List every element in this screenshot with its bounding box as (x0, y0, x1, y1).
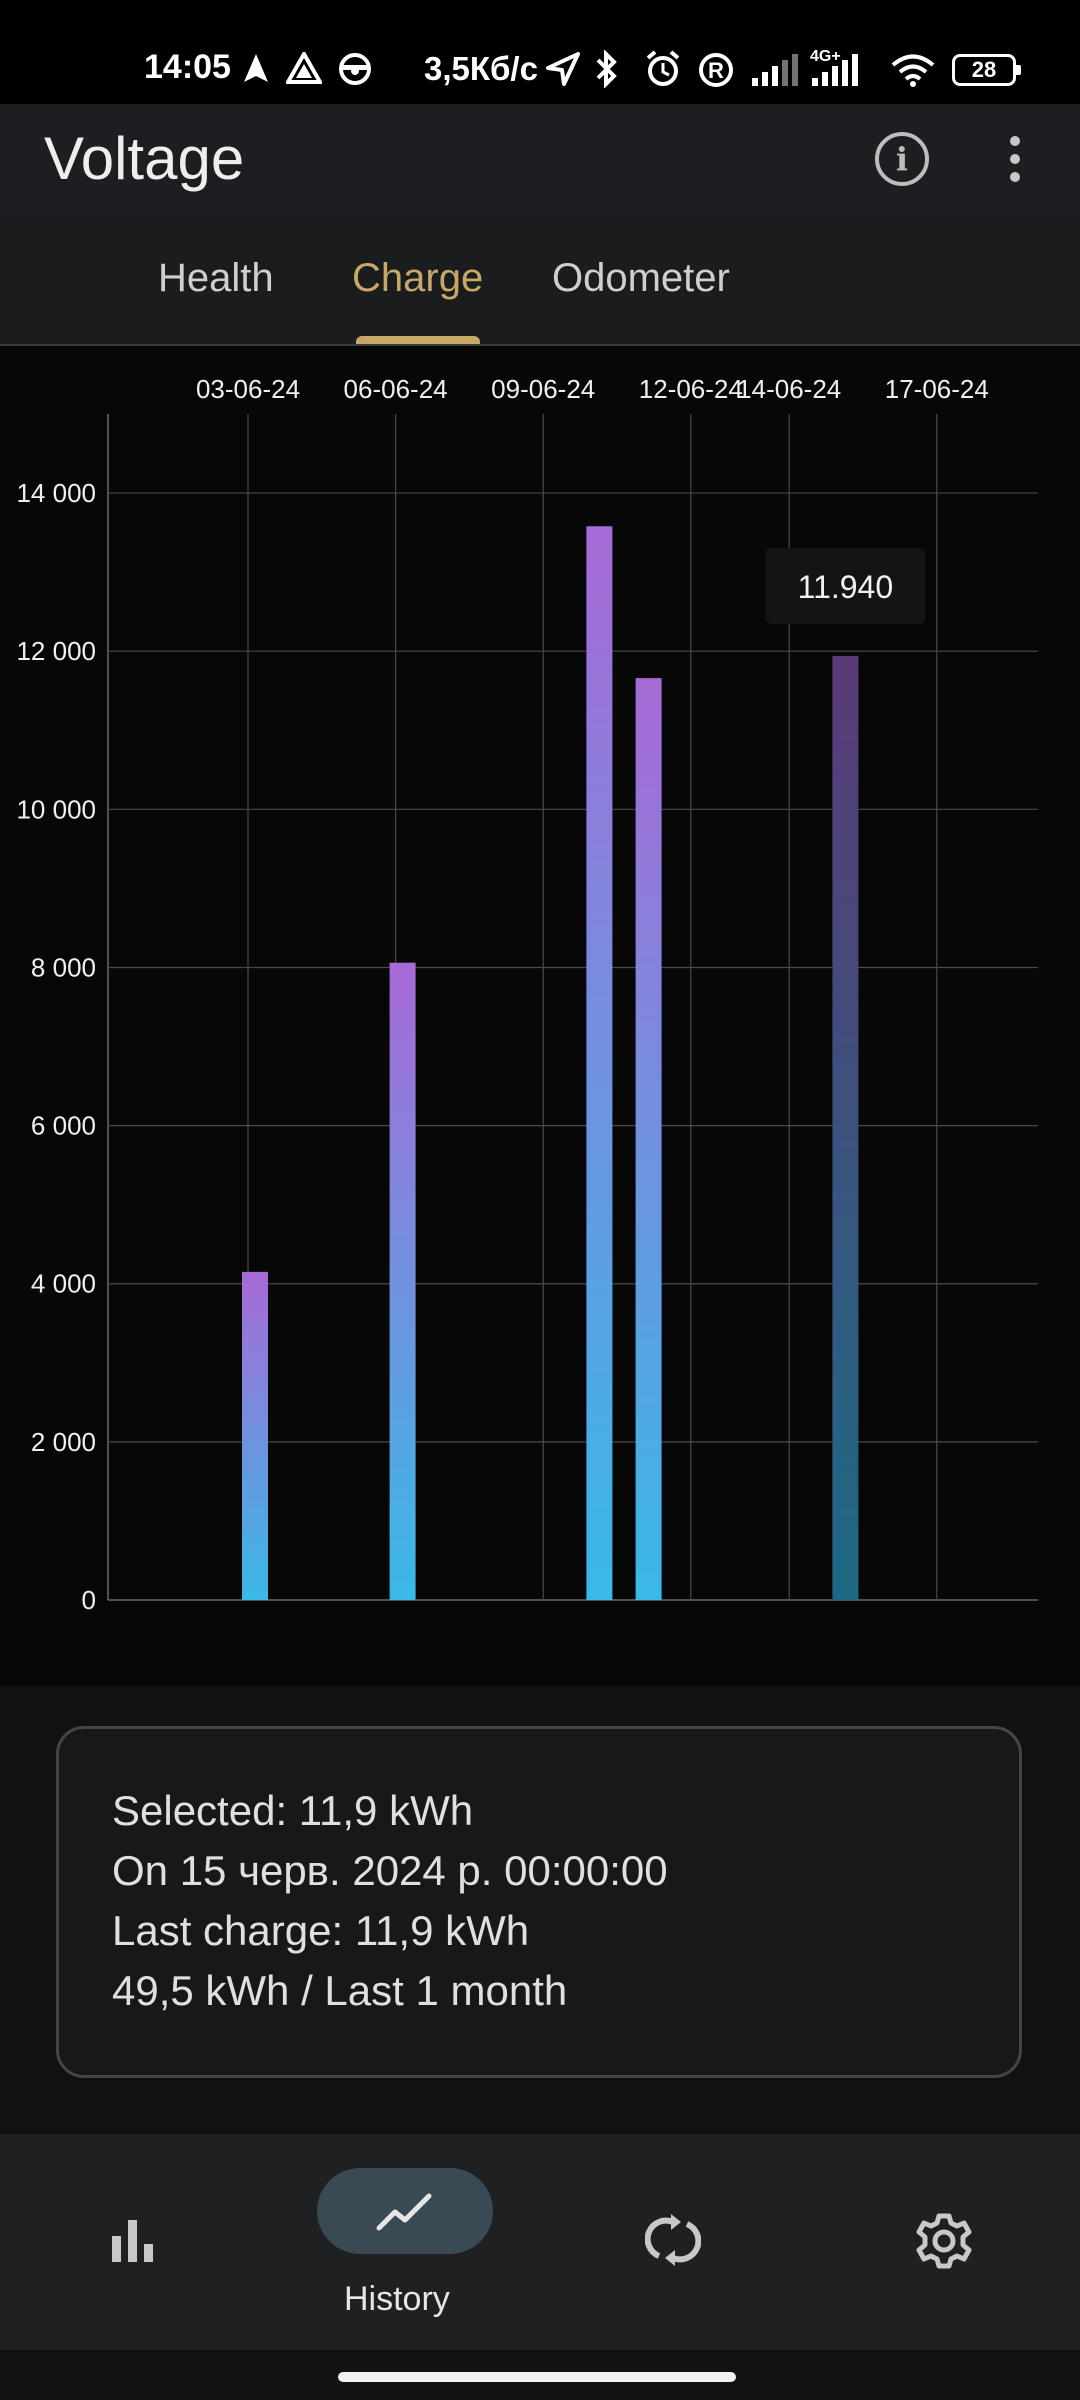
settings-gear-icon[interactable] (915, 2212, 973, 2270)
trending-line-icon[interactable] (375, 2190, 435, 2234)
chart-bar[interactable] (635, 678, 662, 1600)
home-indicator[interactable] (338, 2372, 736, 2382)
info-icon[interactable]: i (875, 132, 929, 186)
bar-chart[interactable]: 0 2 000 4 000 6 000 8 000 10 000 12 000 14 000 0… (0, 346, 1080, 1686)
chart-bar-selected[interactable] (832, 655, 859, 1600)
chart-bar[interactable] (586, 526, 613, 1600)
y-tick-label: 0 (82, 1585, 96, 1615)
x-tick-label: 03-06-24 (196, 374, 300, 404)
tooltip-value: 11.940 (798, 569, 894, 605)
bottom-navigation: History (0, 2134, 1080, 2350)
nav-history-pill[interactable] (317, 2168, 493, 2254)
x-tick-label: 06-06-24 (344, 374, 448, 404)
selected-value: Selected: 11,9 kWh (112, 1787, 474, 1834)
x-tick-label: 14-06-24 (737, 374, 841, 404)
tooltip-box (765, 547, 926, 624)
last-charge: Last charge: 11,9 kWh (112, 1907, 530, 1954)
network-type: 4G+ (810, 48, 841, 65)
navigation-arrow-icon (244, 54, 268, 82)
steering-icon (339, 53, 371, 85)
y-tick-label: 8 000 (31, 952, 96, 982)
status-time: 14:05 (144, 48, 231, 86)
maps-icon (286, 52, 322, 84)
y-tick-label: 6 000 (31, 1111, 96, 1141)
roaming-icon: R (699, 53, 733, 87)
tab-health[interactable]: Health (158, 256, 274, 300)
signal-icon (752, 54, 798, 86)
tab-bar: Health Charge Odometer (0, 216, 1080, 346)
x-tick-label: 12-06-24 (639, 374, 743, 404)
y-tick-label: 10 000 (16, 794, 96, 824)
y-tick-label: 2 000 (31, 1427, 96, 1457)
monthly-total: 49,5 kWh / Last 1 month (112, 1967, 568, 2014)
wifi-icon (891, 54, 935, 87)
x-tick-label: 09-06-24 (491, 374, 595, 404)
more-vert-icon[interactable] (1008, 136, 1022, 186)
tab-odometer[interactable]: Odometer (552, 256, 730, 300)
x-tick-label: 17-06-24 (885, 374, 989, 404)
y-tick-label: 12 000 (16, 636, 96, 666)
tab-charge[interactable]: Charge (352, 256, 484, 300)
bar-chart-icon[interactable] (108, 2216, 158, 2266)
nav-label-history[interactable]: History (344, 2280, 450, 2318)
alarm-icon (646, 50, 680, 86)
bluetooth-icon (596, 50, 617, 88)
battery-icon: 28 (952, 54, 1021, 86)
sync-icon[interactable] (645, 2212, 701, 2268)
tab-indicator (356, 336, 480, 344)
status-bar: 14:05 3,5Кб/с R 4G+ 28 (0, 0, 1080, 104)
chart-bar[interactable] (389, 962, 416, 1600)
summary-card: Selected: 11,9 kWh On 15 черв. 2024 р. 0… (56, 1726, 1022, 2078)
location-icon (546, 52, 580, 86)
signal-icon-2 (812, 54, 858, 86)
y-tick-label: 4 000 (31, 1269, 96, 1299)
network-speed: 3,5Кб/с (424, 50, 538, 87)
app-title: Voltage (44, 125, 245, 192)
y-tick-label: 14 000 (16, 478, 96, 508)
chart-bar[interactable] (242, 1271, 268, 1600)
charge-chart[interactable]: 0 2 000 4 000 6 000 8 000 10 000 12 000 14 000 0… (0, 346, 1080, 1686)
app-bar: Voltage i (0, 104, 1080, 216)
svg-text:R: R (708, 58, 724, 83)
selected-date: On 15 черв. 2024 р. 00:00:00 (112, 1847, 668, 1894)
